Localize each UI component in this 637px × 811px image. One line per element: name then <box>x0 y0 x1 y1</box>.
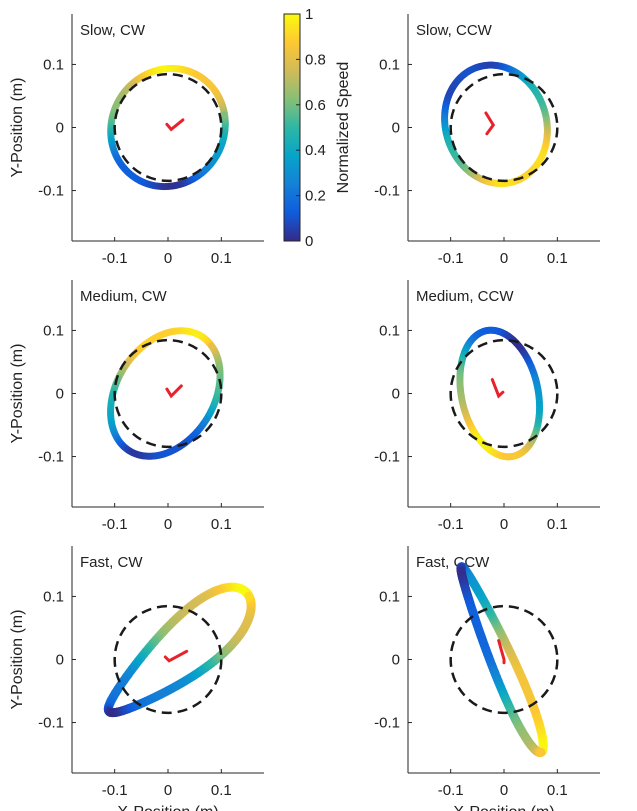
y-tick-label: 0 <box>392 652 400 669</box>
trajectory <box>441 61 551 188</box>
trajectory-point <box>533 160 541 168</box>
x-tick-label: 0.1 <box>211 516 232 533</box>
y-tick-label: 0 <box>56 120 64 137</box>
trajectory-point <box>512 452 520 460</box>
colorbar-label: Normalized Speed <box>335 62 352 194</box>
trajectory <box>107 327 224 460</box>
x-tick-label: -0.1 <box>438 782 464 799</box>
x-tick-label: 0 <box>164 250 172 267</box>
reference-circle <box>113 338 223 449</box>
panel-title: Fast, CW <box>80 554 143 571</box>
y-tick-label: -0.1 <box>374 715 400 732</box>
panel-0: -0.1 0 0.1 0.1 0 -0.1 Slow, CW Y-Position (m) <box>9 14 264 267</box>
y-tick-label: 0 <box>56 652 64 669</box>
x-tick-label: 0.1 <box>547 516 568 533</box>
panel-title: Fast, CCW <box>416 554 490 571</box>
reference-circle <box>113 72 223 183</box>
panel-title: Medium, CW <box>80 288 168 305</box>
y-axis-title: Y-Position (m) <box>9 78 26 178</box>
colorbar-tick-label: 0.2 <box>305 188 326 205</box>
colorbar-tick-label: 1 <box>305 6 313 23</box>
trajectory <box>456 562 548 758</box>
x-tick-label: 0 <box>164 516 172 533</box>
x-tick-label: 0.1 <box>211 250 232 267</box>
orientation-marker <box>165 384 183 399</box>
panel-title: Slow, CW <box>80 22 146 39</box>
trajectory-point <box>244 591 254 601</box>
panel-3: -0.1 0 0.1 0.1 0 -0.1 Medium, CCW <box>374 280 600 533</box>
panel-title: Medium, CCW <box>416 288 514 305</box>
y-tick-label: -0.1 <box>38 715 64 732</box>
panel-4: -0.1 0 0.1 0.1 0 -0.1 Fast, CW Y-Position (m) X-… <box>9 546 264 811</box>
trajectory-point <box>221 111 229 119</box>
y-tick-label: 0 <box>392 120 400 137</box>
colorbar-tick-label: 0.4 <box>305 142 326 159</box>
reference-circle <box>449 604 559 715</box>
orientation-marker <box>165 118 185 132</box>
x-axis-title: X-Position (m) <box>117 804 218 811</box>
colorbar-gradient <box>283 13 301 242</box>
x-axis-title: X-Position (m) <box>453 804 554 811</box>
panel-2: -0.1 0 0.1 0.1 0 -0.1 Medium, CW Y-Position (m) <box>9 280 264 533</box>
x-tick-label: -0.1 <box>102 782 128 799</box>
reference-circle <box>449 338 559 449</box>
reference-circle <box>449 72 559 183</box>
x-tick-label: 0 <box>164 782 172 799</box>
colorbar-tick-label: 0.6 <box>305 97 326 114</box>
colorbar-tick-label: 0.8 <box>305 51 326 68</box>
y-tick-label: 0.1 <box>43 322 64 339</box>
y-tick-label: 0.1 <box>379 56 400 73</box>
y-tick-label: 0.1 <box>379 322 400 339</box>
x-tick-label: -0.1 <box>102 250 128 267</box>
y-tick-label: 0.1 <box>43 588 64 605</box>
panel-5: -0.1 0 0.1 0.1 0 -0.1 Fast, CCW X-Position (m) <box>374 546 600 811</box>
panel-1: -0.1 0 0.1 0.1 0 -0.1 Slow, CCW <box>374 14 600 267</box>
trajectory-point <box>208 342 216 350</box>
y-tick-label: -0.1 <box>38 449 64 466</box>
trajectory-point <box>536 747 546 757</box>
orientation-marker <box>497 639 506 665</box>
orientation-marker <box>484 111 496 136</box>
x-tick-label: -0.1 <box>102 516 128 533</box>
y-tick-label: -0.1 <box>374 449 400 466</box>
x-tick-label: 0 <box>500 782 508 799</box>
y-tick-label: 0.1 <box>43 56 64 73</box>
y-tick-label: 0 <box>392 386 400 403</box>
x-tick-label: 0.1 <box>211 782 232 799</box>
y-tick-label: -0.1 <box>38 183 64 200</box>
x-tick-label: 0.1 <box>547 782 568 799</box>
orientation-marker <box>163 649 189 663</box>
orientation-marker <box>490 378 505 399</box>
y-axis-title: Y-Position (m) <box>9 610 26 710</box>
x-tick-label: -0.1 <box>438 250 464 267</box>
reference-circle <box>113 604 223 715</box>
x-tick-label: 0 <box>500 250 508 267</box>
x-tick-label: 0.1 <box>547 250 568 267</box>
y-tick-label: 0 <box>56 386 64 403</box>
y-axis-title: Y-Position (m) <box>9 344 26 444</box>
colorbar-tick-label: 0 <box>305 233 313 250</box>
panel-title: Slow, CCW <box>416 22 493 39</box>
x-tick-label: -0.1 <box>438 516 464 533</box>
y-tick-label: 0.1 <box>379 588 400 605</box>
colorbar: 1 0.8 0.6 0.4 0.2 0 Normalized Speed <box>283 6 352 250</box>
x-tick-label: 0 <box>500 516 508 533</box>
trajectory <box>103 582 256 718</box>
y-tick-label: -0.1 <box>374 183 400 200</box>
